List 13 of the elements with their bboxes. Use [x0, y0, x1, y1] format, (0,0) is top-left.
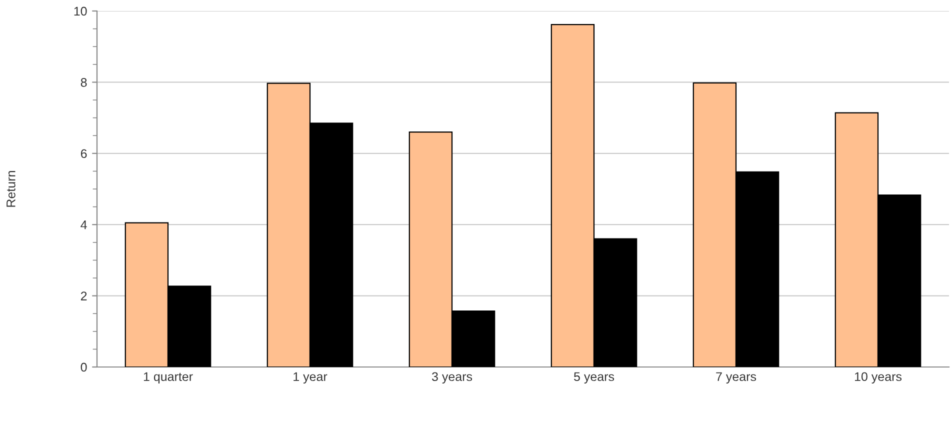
y-tick-label: 10: [74, 6, 87, 16]
x-tick-label: 3 years: [432, 372, 472, 384]
x-tick-label: 1 quarter: [144, 372, 193, 384]
y-tick-label: 4: [80, 220, 87, 230]
x-tick-label: 7 years: [716, 372, 756, 384]
y-tick-label: 0: [80, 362, 87, 372]
y-tick-label: 8: [80, 78, 87, 87]
x-tick-label: 1 year: [294, 372, 328, 384]
x-tick-label: 5 years: [574, 372, 614, 384]
y-tick-label: 6: [80, 149, 87, 158]
y-tick-label: 2: [80, 292, 87, 300]
x-tick-label: 10 years: [854, 372, 902, 384]
y-axis-title: Return: [6, 171, 16, 207]
